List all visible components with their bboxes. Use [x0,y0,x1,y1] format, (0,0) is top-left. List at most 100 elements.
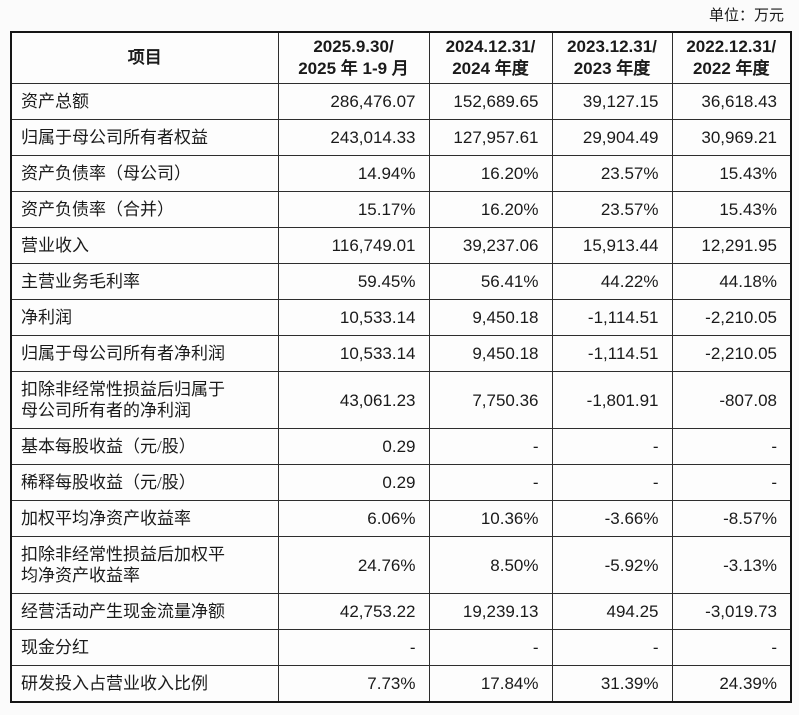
column-header-period: 2023 年度 [573,59,651,78]
cell-value: 15,913.44 [551,227,673,264]
column-header-period: 2022 年度 [692,59,770,78]
cell-value: -5.92% [551,536,673,594]
cell-value: 494.25 [551,593,673,630]
cell-value: 15.17% [277,191,430,228]
cell-value: 44.18% [671,263,792,300]
row-label: 营业收入 [10,227,279,264]
cell-value: 9,450.18 [428,299,553,336]
row-label: 资产总额 [10,83,279,120]
cell-value: 24.39% [671,665,792,703]
cell-value: 10,533.14 [277,299,430,336]
column-header-item-text: 项目 [127,48,162,67]
cell-value: 12,291.95 [671,227,792,264]
cell-value: 39,127.15 [551,83,673,120]
cell-value: 14.94% [277,155,430,192]
cell-value: 15.43% [671,155,792,192]
table-row: 现金分红 - - - - [10,629,792,666]
cell-value: 39,237.06 [428,227,553,264]
column-header-period-2024: 2024.12.31/ 2024 年度 [428,31,553,84]
cell-value: 0.29 [277,428,430,465]
cell-value: 127,957.61 [428,119,553,156]
table-row: 加权平均净资产收益率 6.06% 10.36% -3.66% -8.57% [10,500,792,537]
column-header-date: 2024.12.31/ [445,37,536,56]
cell-value: - [671,464,792,501]
cell-value: 30,969.21 [671,119,792,156]
cell-value: -2,210.05 [671,335,792,372]
cell-value: - [671,629,792,666]
row-label: 资产负债率（母公司） [10,155,279,192]
cell-value: -8.57% [671,500,792,537]
cell-value: 23.57% [551,191,673,228]
column-header-period-2023: 2023.12.31/ 2023 年度 [551,31,673,84]
row-label: 经营活动产生现金流量净额 [10,593,279,630]
cell-value: -1,114.51 [551,299,673,336]
cell-value: 59.45% [277,263,430,300]
cell-value: -2,210.05 [671,299,792,336]
header-row: 项目 2025.9.30/ 2025 年 1-9 月 2024.12.31/ 2… [10,31,792,84]
cell-value: 15.43% [671,191,792,228]
cell-value: -3.66% [551,500,673,537]
cell-value: 16.20% [428,191,553,228]
cell-value: 23.57% [551,155,673,192]
cell-value: 29,904.49 [551,119,673,156]
cell-value: 19,239.13 [428,593,553,630]
column-header-period: 2025 年 1-9 月 [298,59,409,78]
row-label: 归属于母公司所有者权益 [10,119,279,156]
row-label: 加权平均净资产收益率 [10,500,279,537]
cell-value: -807.08 [671,371,792,429]
row-label: 扣除非经常性损益后归属于 母公司所有者的净利润 [10,371,279,429]
row-label: 研发投入占营业收入比例 [10,665,279,703]
column-header-date: 2023.12.31/ [567,37,657,56]
cell-value: 16.20% [428,155,553,192]
cell-value: 10,533.14 [277,335,430,372]
row-label: 资产负债率（合并） [10,191,279,228]
cell-value: - [277,629,430,666]
cell-value: - [428,629,553,666]
cell-value: 44.22% [551,263,673,300]
table-row: 经营活动产生现金流量净额 42,753.22 19,239.13 494.25 … [10,593,792,630]
row-label: 基本每股收益（元/股） [10,428,279,465]
financial-summary-table: 项目 2025.9.30/ 2025 年 1-9 月 2024.12.31/ 2… [10,31,792,703]
cell-value: - [551,428,673,465]
cell-value: - [671,428,792,465]
table-row: 资产总额 286,476.07 152,689.65 39,127.15 36,… [10,83,792,120]
cell-value: 7,750.36 [428,371,553,429]
table-row: 营业收入 116,749.01 39,237.06 15,913.44 12,2… [10,227,792,264]
cell-value: - [551,629,673,666]
table-row: 基本每股收益（元/股） 0.29 - - - [10,428,792,465]
cell-value: -3,019.73 [671,593,792,630]
column-header-item: 项目 [10,31,279,84]
cell-value: 24.76% [277,536,430,594]
unit-label: 单位：万元 [708,8,784,24]
row-label: 归属于母公司所有者净利润 [10,335,279,372]
table-body: 资产总额 286,476.07 152,689.65 39,127.15 36,… [10,83,792,703]
cell-value: 116,749.01 [277,227,430,264]
row-label: 主营业务毛利率 [10,263,279,300]
table-row: 稀释每股收益（元/股） 0.29 - - - [10,464,792,501]
column-header-date: 2022.12.31/ [686,37,777,56]
cell-value: 0.29 [277,464,430,501]
table-row: 扣除非经常性损益后加权平 均净资产收益率 24.76% 8.50% -5.92%… [10,536,792,594]
row-label: 净利润 [10,299,279,336]
cell-value: -3.13% [671,536,792,594]
cell-value: 56.41% [428,263,553,300]
column-header-period-2022: 2022.12.31/ 2022 年度 [671,31,792,84]
cell-value: 17.84% [428,665,553,703]
table-row: 资产负债率（合并） 15.17% 16.20% 23.57% 15.43% [10,191,792,228]
table-row: 主营业务毛利率 59.45% 56.41% 44.22% 44.18% [10,263,792,300]
row-label: 现金分红 [10,629,279,666]
cell-value: 31.39% [551,665,673,703]
cell-value: 243,014.33 [277,119,430,156]
cell-value: - [428,464,553,501]
cell-value: 10.36% [428,500,553,537]
cell-value: - [428,428,553,465]
cell-value: 42,753.22 [277,593,430,630]
table-row: 扣除非经常性损益后归属于 母公司所有者的净利润 43,061.23 7,750.… [10,371,792,429]
cell-value: 152,689.65 [428,83,553,120]
table-row: 净利润 10,533.14 9,450.18 -1,114.51 -2,210.… [10,299,792,336]
row-label: 扣除非经常性损益后加权平 均净资产收益率 [10,536,279,594]
column-header-date: 2025.9.30/ [313,37,394,56]
cell-value: 36,618.43 [671,83,792,120]
cell-value: 8.50% [428,536,553,594]
